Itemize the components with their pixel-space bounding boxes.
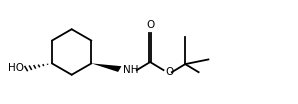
Text: HO: HO	[8, 63, 24, 72]
Polygon shape	[91, 63, 122, 72]
Text: O: O	[146, 20, 154, 30]
Text: O: O	[165, 67, 173, 77]
Text: NH: NH	[123, 65, 139, 75]
